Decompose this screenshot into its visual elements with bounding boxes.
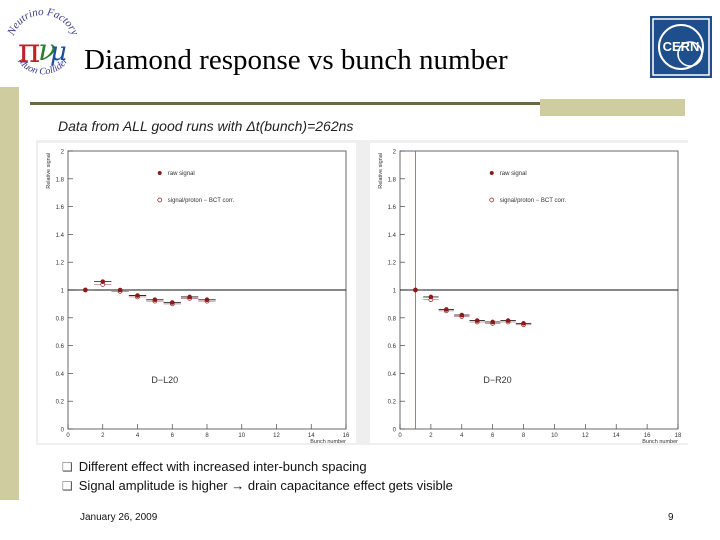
- detector-annotation: D−R20: [483, 375, 511, 385]
- y-tick-label: 0: [393, 428, 397, 434]
- y-tick-label: 1.2: [56, 261, 65, 267]
- bullet-item: ❑ Signal amplitude is higher → drain cap…: [62, 476, 453, 495]
- legend-label: raw signal: [500, 171, 527, 177]
- x-tick-label: 12: [273, 433, 280, 439]
- y-tick-label: 0.4: [56, 372, 65, 378]
- y-tick-label: 0.8: [56, 316, 65, 322]
- legend-marker-raw: [489, 171, 494, 175]
- neutrino-factory-muon-collider-logo: Neutrino Factory Muon Collider π ν μ: [5, 6, 81, 77]
- x-tick-label: 2: [429, 433, 433, 439]
- raw-point: [521, 321, 526, 326]
- x-tick-label: 4: [136, 433, 140, 439]
- y-tick-label: 0: [61, 428, 65, 434]
- raw-point: [117, 287, 123, 293]
- raw-point: [187, 294, 192, 300]
- raw-point: [413, 287, 418, 293]
- raw-point: [100, 279, 106, 284]
- x-axis-label: Bunch number: [642, 439, 678, 443]
- y-tick-label: 2: [61, 150, 65, 156]
- y-tick-label: 0.4: [388, 372, 397, 378]
- x-tick-label: 10: [238, 433, 245, 439]
- cern-logo-text: CERN: [663, 39, 700, 54]
- raw-point: [505, 318, 511, 323]
- y-axis-label: Relative signal: [378, 153, 384, 189]
- left-accent-bar: [0, 87, 19, 500]
- x-tick-label: 6: [171, 433, 175, 439]
- chart-0-svg: 0 0.2 0.4 0.6 0.8 1 1.2 1.4 1.6 1.8 2 0 2 4 6 8 10 12 14 16…: [46, 150, 350, 444]
- raw-point: [474, 318, 480, 323]
- raw-point: [83, 287, 88, 293]
- y-tick-label: 1.8: [56, 177, 65, 183]
- y-tick-label: 1.4: [388, 233, 397, 239]
- plot-left: 0 0.2 0.4 0.6 0.8 1 1.2 1.4 1.6 1.8 2 0 2 4 6 8 10 12 14 16…: [38, 143, 356, 443]
- slide-title: Diamond response vs bunch number: [84, 44, 508, 76]
- x-tick-label: 4: [460, 433, 464, 439]
- raw-point: [428, 294, 434, 300]
- raw-point: [152, 297, 158, 303]
- footer-date: January 26, 2009: [80, 512, 158, 523]
- legend-marker-raw: [157, 171, 162, 175]
- x-tick-label: 8: [205, 433, 209, 439]
- raw-point: [490, 319, 495, 325]
- chart-1-svg: 0 0.2 0.4 0.6 0.8 1 1.2 1.4 1.6 1.8 2 0 2 4 6 8 10 12 14 16…: [378, 150, 682, 444]
- x-tick-label: 0: [398, 433, 402, 439]
- bullet-list: ❑ Different effect with increased inter-…: [62, 457, 453, 495]
- raw-point: [444, 307, 449, 312]
- y-tick-label: 1: [393, 289, 397, 295]
- x-tick-label: 0: [66, 433, 70, 439]
- x-tick-label: 14: [308, 433, 315, 439]
- legend-marker-corrected: [489, 197, 495, 203]
- mu-glyph: μ: [50, 37, 67, 67]
- x-tick-label: 16: [644, 433, 651, 439]
- detector-annotation: D−L20: [151, 375, 178, 385]
- plot-right: 0 0.2 0.4 0.6 0.8 1 1.2 1.4 1.6 1.8 2 0 2 4 6 8 10 12 14 16…: [370, 143, 688, 443]
- bullet-text: Signal amplitude is higher → drain capac…: [78, 478, 453, 493]
- x-tick-label: 18: [675, 433, 682, 439]
- x-axis-label: Bunch number: [310, 439, 346, 443]
- y-tick-label: 0.2: [388, 400, 397, 406]
- title-rule-block: [540, 99, 685, 116]
- x-tick-label: 8: [522, 433, 526, 439]
- y-tick-label: 0.2: [56, 400, 65, 406]
- checkbox-bullet-icon: ❑: [62, 478, 73, 493]
- y-tick-label: 1: [61, 289, 65, 295]
- raw-point: [169, 300, 175, 305]
- raw-point: [459, 312, 465, 318]
- y-tick-label: 1.6: [56, 205, 65, 211]
- y-tick-label: 1.2: [388, 261, 397, 267]
- page-number: 9: [668, 512, 674, 523]
- slide-subtitle: Data from ALL good runs with Δt(bunch)=2…: [58, 118, 354, 134]
- y-tick-label: 1.4: [56, 233, 65, 239]
- y-tick-label: 2: [393, 150, 397, 156]
- x-tick-label: 6: [491, 433, 495, 439]
- bullet-item: ❑ Different effect with increased inter-…: [62, 457, 453, 476]
- y-axis-label: Relative signal: [46, 153, 52, 189]
- title-rule: [30, 102, 542, 105]
- x-tick-label: 2: [101, 433, 105, 439]
- y-tick-label: 1.8: [388, 177, 397, 183]
- legend-marker-corrected: [157, 197, 163, 203]
- y-tick-label: 1.6: [388, 205, 397, 211]
- y-tick-label: 0.8: [388, 316, 397, 322]
- legend-label: signal/proton − BCT corr.: [168, 198, 235, 204]
- raw-point: [204, 297, 210, 303]
- bullet-text: Different effect with increased inter-bu…: [78, 459, 367, 474]
- y-tick-label: 0.6: [388, 344, 397, 350]
- raw-point: [135, 293, 140, 298]
- checkbox-bullet-icon: ❑: [62, 459, 73, 474]
- legend-label: raw signal: [168, 171, 195, 177]
- cern-logo: CERN: [650, 16, 712, 78]
- pi-glyph: π: [18, 31, 40, 71]
- x-tick-label: 14: [613, 433, 620, 439]
- y-tick-label: 0.6: [56, 344, 65, 350]
- nu-glyph: ν: [38, 33, 56, 68]
- x-tick-label: 16: [343, 433, 350, 439]
- legend-label: signal/proton − BCT corr.: [500, 198, 567, 204]
- x-tick-label: 12: [582, 433, 589, 439]
- x-tick-label: 10: [551, 433, 558, 439]
